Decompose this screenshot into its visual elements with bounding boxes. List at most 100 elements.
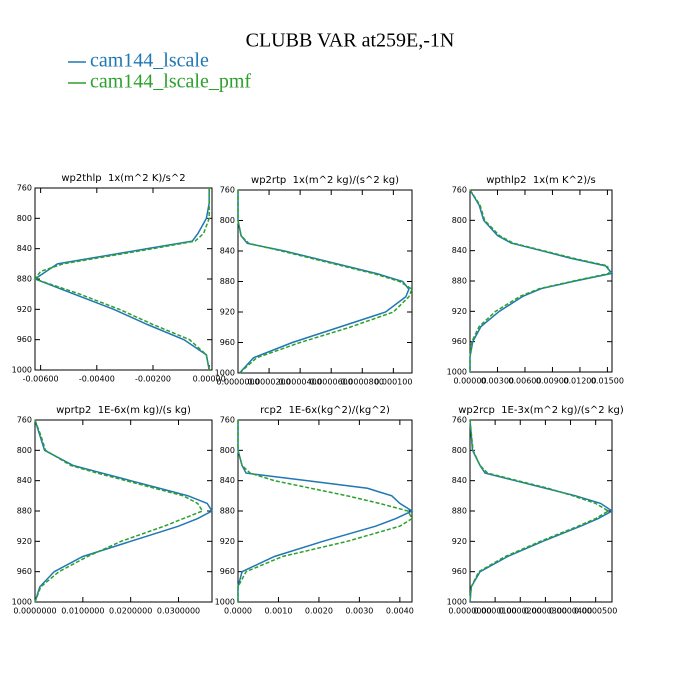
y-tick-label: 880	[17, 507, 32, 516]
x-tick-label: 0.00600	[508, 377, 541, 386]
plot-title: wp2rtp 1x(m^2 kg)/(s^2 kg)	[251, 175, 399, 186]
y-tick-label: 920	[452, 307, 467, 316]
x-tick-label: 0.00300	[481, 377, 514, 386]
y-tick-label: 920	[220, 537, 235, 546]
y-tick-label: 1000	[12, 366, 32, 375]
x-tick-label: 0.0000000	[13, 607, 56, 616]
y-tick-label: 760	[452, 416, 467, 425]
x-tick-label: 0.00000	[193, 375, 226, 384]
x-tick-label: -0.00200	[135, 375, 171, 384]
y-tick-label: 1000	[447, 368, 467, 377]
y-tick-label: 800	[220, 216, 235, 225]
series-line	[469, 419, 610, 603]
y-tick-label: 760	[17, 184, 32, 193]
plot-title: wpthlp2 1x(m K^2)/s	[486, 175, 596, 186]
y-tick-label: 800	[220, 446, 235, 455]
x-tick-label: 0.0000800	[341, 378, 384, 387]
series-line	[237, 190, 410, 374]
legend-entry: cam144_lscale_pmf	[90, 71, 251, 93]
x-tick-label: 0.0000300	[524, 607, 567, 616]
y-tick-label: 1000	[215, 369, 235, 378]
x-tick-label: 0.0010	[264, 607, 292, 616]
y-tick-label: 800	[17, 214, 32, 223]
y-tick-label: 1000	[215, 598, 235, 607]
y-tick-label: 760	[17, 416, 32, 425]
plot-title: wp2thlp 1x(m^2 K)/s^2	[61, 173, 185, 184]
y-tick-label: 840	[452, 246, 467, 255]
x-tick-label: 0.0000000	[448, 607, 491, 616]
plot-frame	[34, 419, 213, 603]
y-tick-label: 880	[17, 275, 32, 284]
y-tick-label: 920	[452, 537, 467, 546]
series-line	[33, 188, 210, 371]
legend-entry: cam144_lscale	[90, 50, 209, 72]
series-line	[237, 420, 414, 602]
plot-title: rcp2 1E-6x(kg^2)/(kg^2)	[260, 405, 390, 416]
x-tick-label: 0.0100000	[61, 607, 104, 616]
y-tick-label: 840	[220, 476, 235, 485]
y-tick-label: 960	[452, 567, 467, 576]
y-tick-label: 760	[452, 186, 467, 195]
x-tick-label: 0.0000100	[473, 607, 516, 616]
y-tick-label: 840	[17, 476, 32, 485]
x-tick-label: 0.0000400	[279, 378, 322, 387]
plot-frame	[237, 419, 413, 603]
plot-frame	[237, 189, 413, 374]
x-tick-label: 0.000100	[374, 378, 412, 387]
x-tick-label: 0.0030	[345, 607, 373, 616]
x-tick-label: 0.0000500	[574, 607, 617, 616]
x-tick-label: 0.00000	[453, 377, 486, 386]
chart-title: CLUBB VAR at259E,-1N	[246, 30, 455, 52]
plot-frame	[469, 189, 613, 373]
x-tick-label: 0.0200000	[109, 607, 152, 616]
plot-title: wprtp2 1E-6x(m kg)/(s kg)	[56, 405, 191, 416]
y-tick-label: 880	[220, 507, 235, 516]
y-tick-label: 960	[17, 335, 32, 344]
x-tick-label: 0.0000400	[549, 607, 592, 616]
y-tick-label: 960	[220, 567, 235, 576]
series-line	[34, 419, 214, 603]
series-line	[33, 188, 210, 371]
x-tick-label: 0.0000000	[216, 378, 259, 387]
y-tick-label: 760	[220, 186, 235, 195]
series-line	[237, 420, 413, 602]
y-tick-label: 880	[452, 277, 467, 286]
y-tick-label: 960	[17, 567, 32, 576]
series-line	[237, 190, 413, 374]
series-line	[469, 189, 611, 372]
y-tick-label: 920	[17, 537, 32, 546]
x-tick-label: 0.0000	[224, 607, 252, 616]
x-tick-label: 0.0000200	[247, 378, 290, 387]
y-tick-label: 840	[452, 476, 467, 485]
plot-title: wp2rcp 1E-3x(m^2 kg)/(s^2 kg)	[458, 405, 624, 416]
y-tick-label: 840	[220, 247, 235, 256]
x-tick-label: -0.00600	[23, 375, 59, 384]
y-tick-label: 800	[452, 446, 467, 455]
x-tick-label: 0.0040	[386, 607, 414, 616]
x-tick-label: 0.01200	[563, 377, 596, 386]
y-tick-label: 760	[220, 416, 235, 425]
y-tick-label: 960	[452, 337, 467, 346]
x-tick-label: 0.01500	[591, 377, 624, 386]
y-tick-label: 800	[452, 216, 467, 225]
x-tick-label: 0.0300000	[157, 607, 200, 616]
y-tick-label: 960	[220, 338, 235, 347]
y-tick-label: 920	[220, 308, 235, 317]
series-line	[469, 189, 614, 372]
series-line	[469, 419, 614, 603]
plot-frame	[34, 187, 213, 371]
x-tick-label: 0.0020	[305, 607, 333, 616]
y-tick-label: 920	[17, 305, 32, 314]
plot-frame	[469, 419, 613, 603]
x-tick-label: 0.0000200	[499, 607, 542, 616]
y-tick-label: 840	[17, 244, 32, 253]
y-tick-label: 1000	[12, 598, 32, 607]
x-tick-label: 0.0000600	[310, 378, 353, 387]
y-tick-label: 880	[452, 507, 467, 516]
y-tick-label: 1000	[447, 598, 467, 607]
x-tick-label: -0.00400	[79, 375, 115, 384]
y-tick-label: 880	[220, 277, 235, 286]
x-tick-label: 0.00900	[536, 377, 569, 386]
y-tick-label: 800	[17, 446, 32, 455]
